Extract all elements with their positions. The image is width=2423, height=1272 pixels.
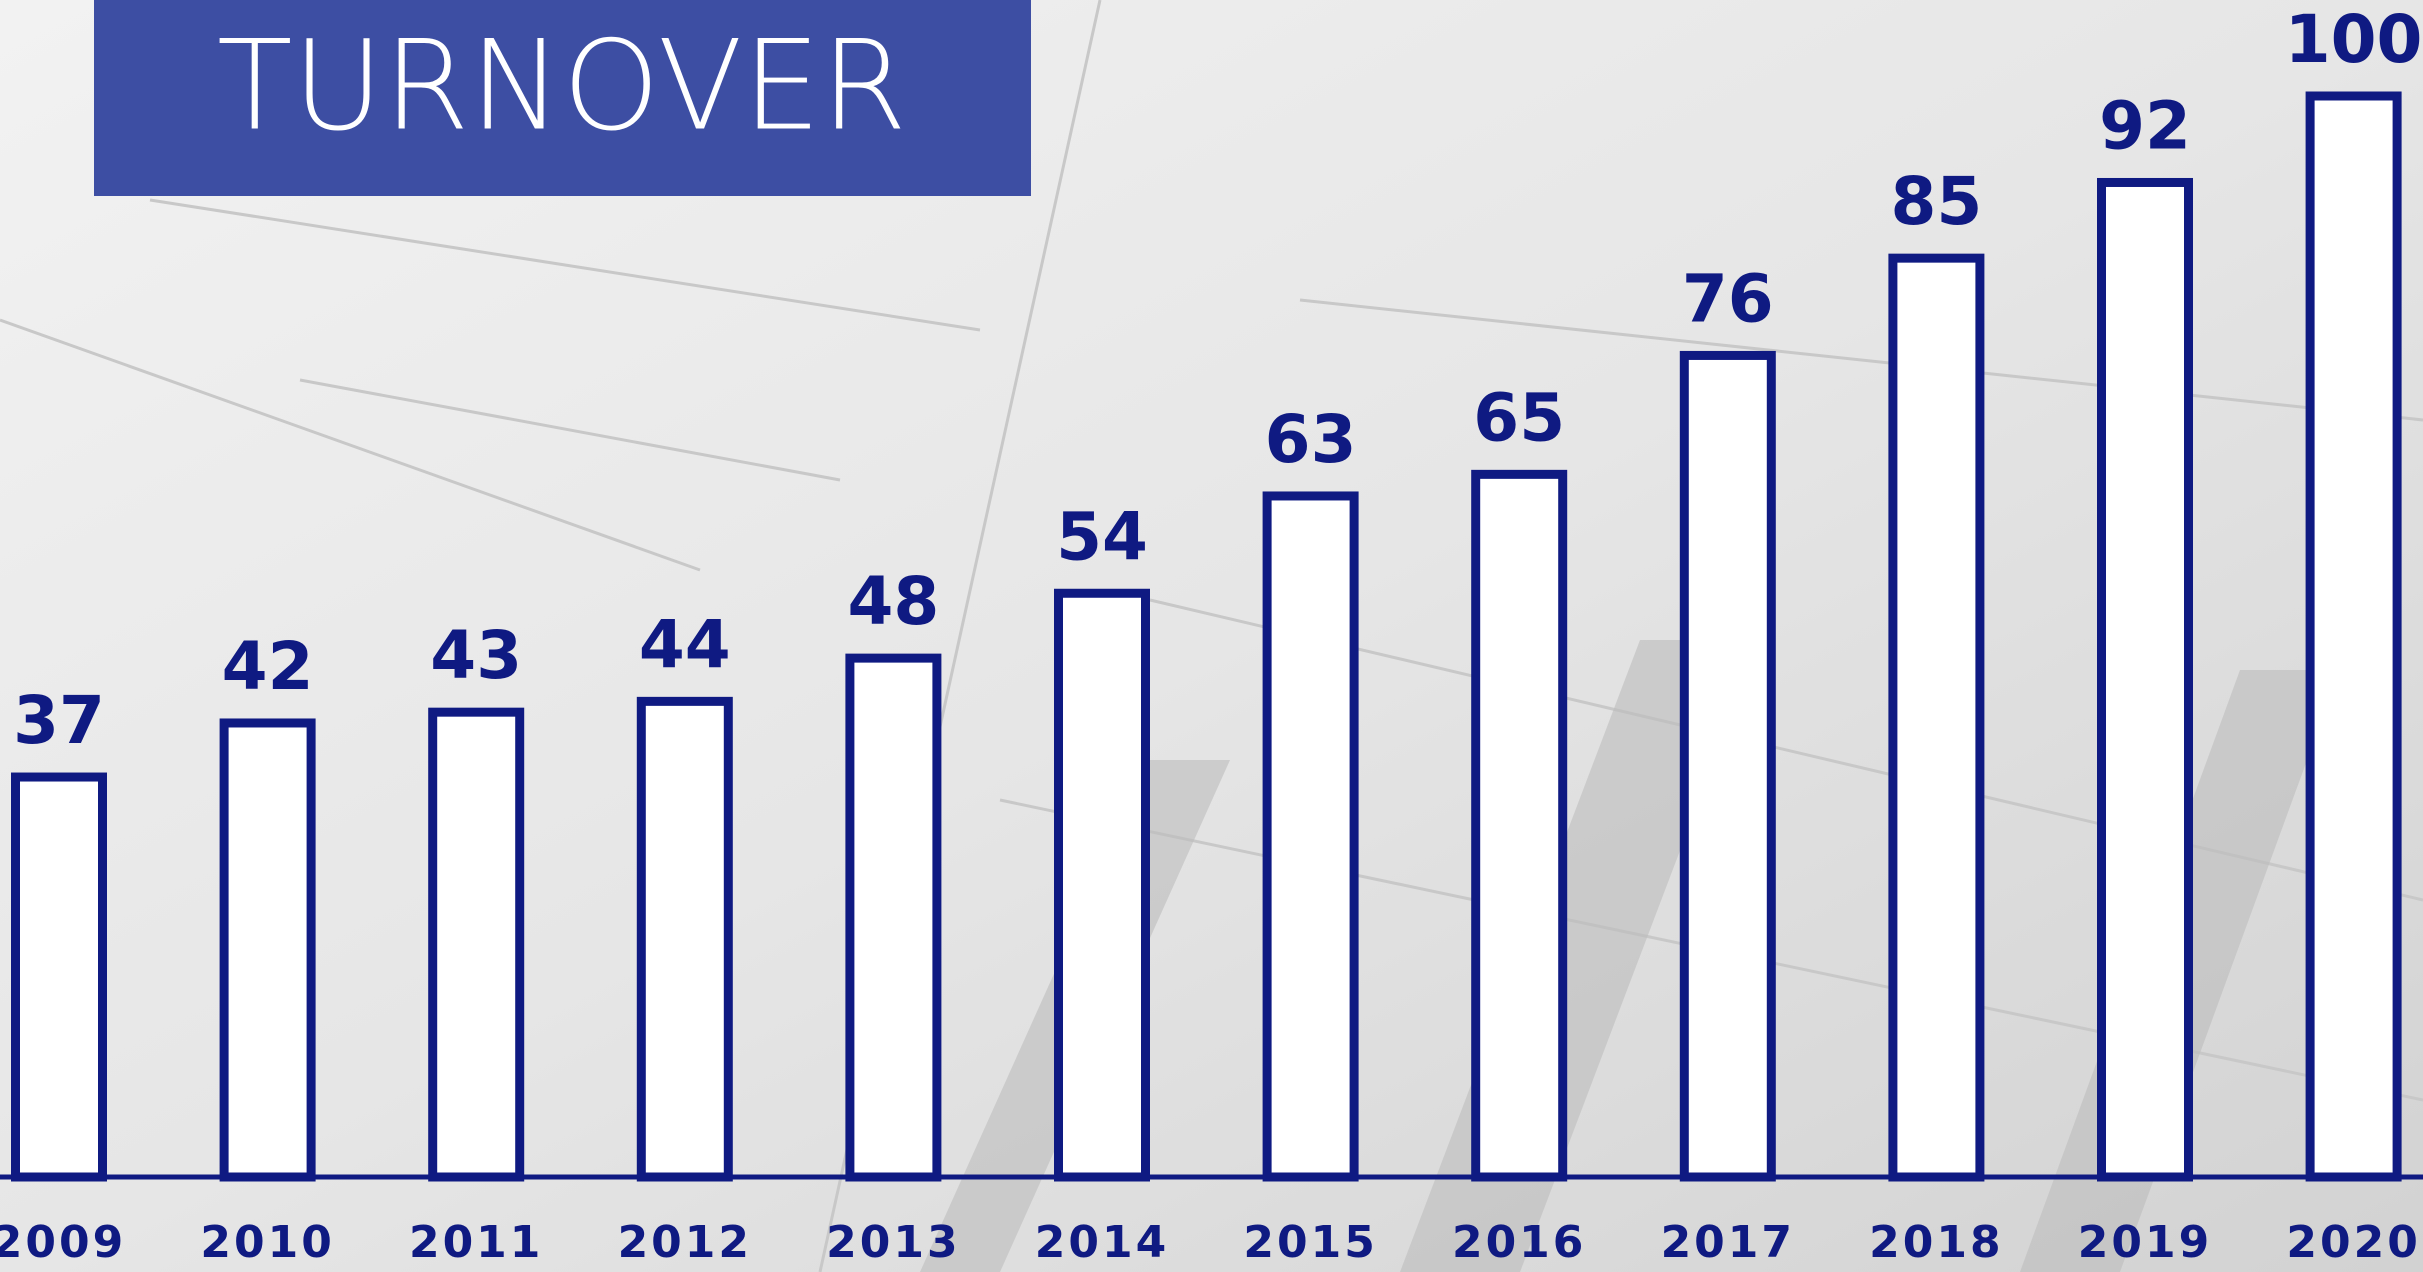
x-tick-label: 2020 [2286,1217,2420,1268]
bar [428,707,525,1182]
value-label: 54 [1056,498,1148,575]
bar [845,653,942,1182]
bar [11,772,107,1182]
value-label: 42 [222,628,314,705]
bar [219,718,316,1182]
title-box [94,0,1031,196]
value-label: 37 [13,682,105,759]
x-tick-label: 2009 [0,1217,126,1268]
x-tick-label: 2017 [1661,1217,1795,1268]
x-tick-label: 2015 [1243,1217,1377,1268]
value-label: 100 [2285,1,2423,78]
bar [636,696,733,1182]
x-tick-label: 2014 [1035,1217,1169,1268]
value-label: 92 [2099,88,2191,165]
x-tick-label: 2013 [826,1217,960,1268]
x-tick-label: 2012 [618,1217,752,1268]
value-label: 76 [1682,261,1774,338]
bar [1679,350,1776,1182]
value-label: 43 [430,617,522,694]
value-label: 48 [847,563,939,640]
value-label: 63 [1265,401,1357,478]
x-tick-label: 2011 [409,1217,543,1268]
bar [1471,469,1568,1182]
bar [1888,253,1985,1182]
value-label: 85 [1890,163,1982,240]
bar [2097,177,2193,1182]
x-tick-label: 2019 [2078,1217,2212,1268]
x-tick-label: 2016 [1452,1217,1586,1268]
bar [1262,491,1359,1182]
x-tick-label: 2018 [1869,1217,2003,1268]
chart-title: TURNOVER [217,14,907,158]
value-label: 65 [1473,379,1565,456]
bar [1054,588,1150,1182]
x-tick-label: 2010 [200,1217,334,1268]
value-label: 44 [639,606,731,683]
bar [2305,91,2402,1182]
